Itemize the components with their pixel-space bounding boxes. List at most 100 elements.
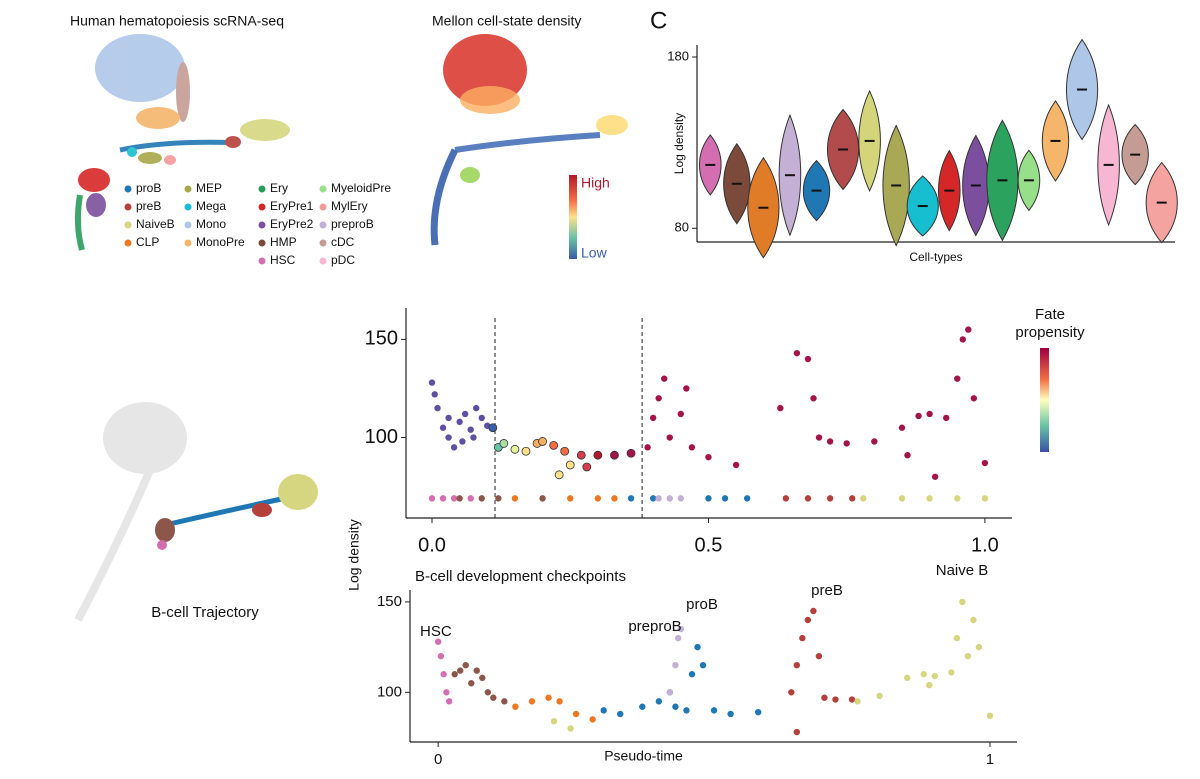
- point: [467, 426, 474, 433]
- y-axis-label: Log density: [672, 113, 686, 174]
- legend-label: preB: [136, 199, 161, 213]
- point: [710, 707, 718, 714]
- legend-marker: [124, 185, 132, 193]
- point: [943, 414, 950, 422]
- point: [478, 414, 485, 422]
- point: [705, 453, 712, 461]
- point: [611, 495, 618, 502]
- point: [521, 446, 531, 456]
- cluster: [119, 139, 241, 153]
- point: [451, 671, 458, 678]
- cluster: [240, 119, 290, 141]
- point: [804, 616, 812, 624]
- density-blob: [430, 148, 459, 246]
- point: [556, 698, 563, 705]
- y-axis-label: Log density: [346, 519, 362, 591]
- legend-label: MEP: [196, 181, 222, 195]
- trajectory-cells: [157, 540, 167, 550]
- point: [672, 703, 679, 710]
- point: [431, 391, 438, 398]
- point: [428, 379, 436, 386]
- point: [804, 355, 812, 363]
- annotation: preproB: [628, 618, 681, 635]
- point: [666, 495, 673, 502]
- point: [445, 434, 452, 441]
- point: [593, 450, 603, 460]
- x-tick-label: 1.0: [971, 534, 999, 556]
- point: [617, 710, 624, 718]
- point: [439, 495, 447, 502]
- point: [539, 495, 546, 502]
- point: [843, 440, 850, 447]
- point: [953, 634, 961, 642]
- point: [473, 404, 480, 412]
- point: [677, 410, 685, 418]
- point: [567, 495, 574, 502]
- cluster: [95, 34, 185, 102]
- x-tick-label: 0.5: [695, 534, 723, 556]
- point: [871, 438, 878, 445]
- point: [428, 495, 436, 502]
- point: [479, 674, 486, 682]
- y-tick-label: 100: [377, 683, 402, 700]
- point: [826, 495, 834, 502]
- point: [666, 434, 673, 441]
- point: [450, 444, 458, 451]
- point: [538, 437, 547, 446]
- annotation: HSC: [420, 623, 452, 640]
- point: [727, 710, 734, 718]
- point: [567, 725, 574, 732]
- point: [661, 375, 668, 382]
- point: [849, 495, 856, 502]
- point: [666, 689, 674, 696]
- point: [810, 607, 817, 615]
- point: [672, 661, 679, 669]
- y-tick-label: 180: [667, 48, 689, 63]
- point: [926, 410, 933, 418]
- panel-title: Human hematopoiesis scRNA-seq: [70, 13, 284, 29]
- legend-label: EryPre1: [270, 199, 314, 213]
- trajectory-cells: [252, 503, 272, 517]
- point: [959, 336, 966, 343]
- legend-label: NaiveB: [136, 217, 175, 231]
- point: [528, 698, 536, 705]
- legend-marker: [184, 185, 192, 193]
- point: [459, 438, 466, 445]
- legend-label: MylEry: [331, 199, 368, 213]
- point: [550, 718, 558, 725]
- point: [677, 495, 685, 502]
- trajectory-cells: [155, 518, 175, 542]
- point: [876, 692, 883, 700]
- point: [655, 395, 662, 402]
- point: [975, 643, 983, 651]
- point: [860, 495, 867, 502]
- x-axis-label: Pseudo-time: [604, 748, 683, 764]
- point: [484, 689, 492, 696]
- point: [572, 710, 580, 718]
- legend-marker: [184, 221, 192, 229]
- point: [639, 703, 646, 710]
- point: [926, 681, 933, 689]
- point: [549, 440, 559, 450]
- point: [649, 495, 657, 502]
- colorbar-label: High: [581, 175, 610, 191]
- point: [743, 495, 751, 502]
- legend-label: Mono: [196, 217, 226, 231]
- legend-marker: [124, 203, 132, 211]
- point: [457, 667, 464, 674]
- point: [793, 661, 801, 669]
- legend-marker: [319, 185, 327, 193]
- point: [981, 459, 989, 467]
- annotation: preB: [811, 582, 843, 599]
- legend-marker: [319, 221, 327, 229]
- point: [445, 414, 452, 422]
- point: [456, 418, 463, 426]
- point: [649, 414, 657, 422]
- point: [473, 667, 480, 674]
- legend-marker: [319, 203, 327, 211]
- legend-label: Mega: [196, 199, 226, 213]
- point: [898, 424, 906, 431]
- point: [589, 716, 596, 723]
- x-tick-label: 0: [434, 751, 442, 768]
